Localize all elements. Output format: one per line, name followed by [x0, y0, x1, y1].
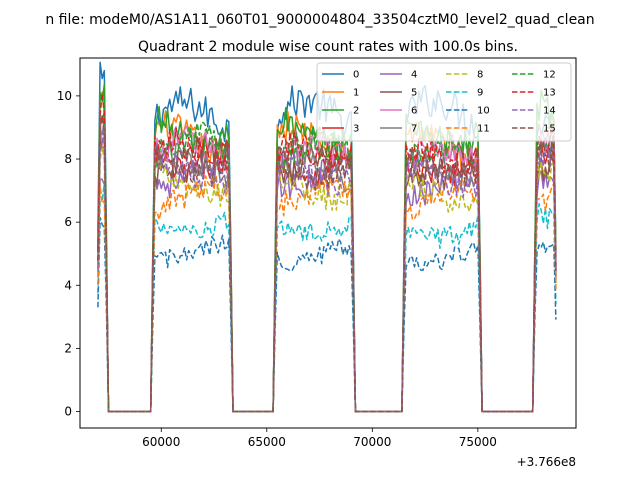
legend-label-8: 8: [477, 70, 483, 81]
legend-frame: [316, 62, 572, 142]
axes-title: Quadrant 2 module wise count rates with …: [138, 39, 518, 55]
x-offset-label: +3.766e8: [517, 455, 576, 469]
x-tick-label: 75000: [459, 435, 497, 449]
legend-label-11: 11: [477, 124, 490, 135]
y-tick-label: 8: [64, 152, 72, 166]
y-tick-label: 6: [64, 215, 72, 229]
figure-suptitle: n file: modeM0/AS1A11_060T01_9000004804_…: [45, 12, 594, 28]
axis-ticks: 60000 65000 70000 75000 0 2 4 6 8 10: [57, 89, 497, 449]
legend-label-12: 12: [543, 70, 556, 81]
legend-label-1: 1: [353, 88, 359, 99]
series-line-15: [97, 113, 557, 413]
legend-label-2: 2: [353, 106, 359, 117]
x-tick-label: 70000: [353, 435, 391, 449]
legend-label-4: 4: [411, 70, 417, 81]
series-line-8: [97, 145, 557, 413]
y-tick-label: 2: [64, 341, 72, 355]
legend-label-9: 9: [477, 88, 483, 99]
y-tick-label: 0: [64, 405, 72, 419]
legend-label-14: 14: [543, 106, 556, 117]
legend-label-13: 13: [543, 88, 556, 99]
legend-label-5: 5: [411, 88, 417, 99]
y-tick-label: 10: [57, 89, 72, 103]
x-tick-label: 60000: [142, 435, 180, 449]
legend-label-15: 15: [543, 124, 556, 135]
legend-label-6: 6: [411, 106, 417, 117]
legend-label-0: 0: [353, 70, 359, 81]
legend-label-7: 7: [411, 124, 417, 135]
legend-label-10: 10: [477, 106, 490, 117]
axes-frame: [79, 57, 577, 429]
legend-label-3: 3: [353, 124, 359, 135]
x-tick-label: 65000: [248, 435, 286, 449]
y-tick-label: 4: [64, 278, 72, 292]
series-line-9: [97, 182, 557, 413]
